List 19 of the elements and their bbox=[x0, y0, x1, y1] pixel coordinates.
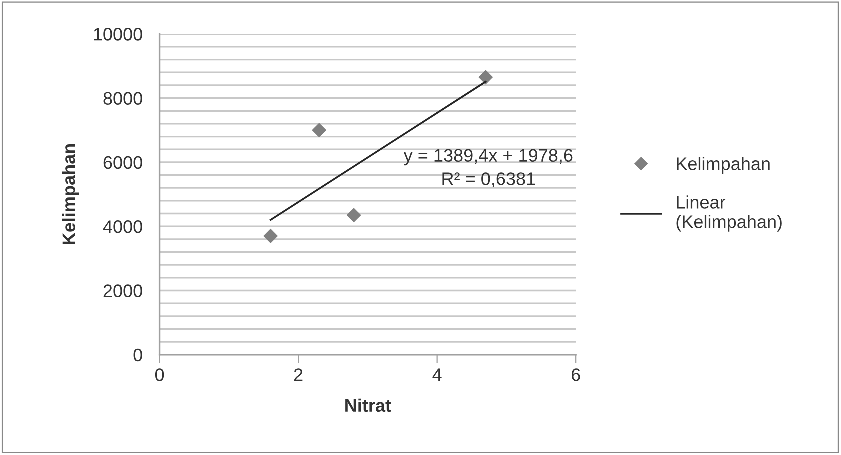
point bbox=[346, 208, 362, 223]
y-tick-label: 10000 bbox=[94, 28, 142, 41]
y-tick-label: 0 bbox=[134, 348, 142, 362]
y-tick-label: 6000 bbox=[104, 156, 142, 170]
legend-label: Kelimpahan bbox=[677, 157, 770, 174]
legend-label: Linear (Kelimpahan) bbox=[676, 196, 782, 232]
x-tick-label: 0 bbox=[155, 368, 164, 382]
point bbox=[264, 228, 278, 244]
x-tick-label: 4 bbox=[432, 368, 442, 382]
y-axis-title: Kelimpahan bbox=[62, 144, 80, 244]
y-tick-label: 8000 bbox=[104, 92, 142, 105]
point bbox=[312, 123, 327, 138]
annotation: y = 1389,4x + 1978,6 R² = 0,6381 bbox=[404, 149, 573, 188]
y-tick-label: 2000 bbox=[104, 284, 142, 298]
point bbox=[478, 70, 494, 85]
y-tick-label: 4000 bbox=[103, 220, 142, 234]
x-tick-label: 2 bbox=[294, 368, 303, 382]
x-tick-label: 6 bbox=[572, 368, 580, 382]
x-axis-title: Nitrat bbox=[346, 398, 392, 412]
